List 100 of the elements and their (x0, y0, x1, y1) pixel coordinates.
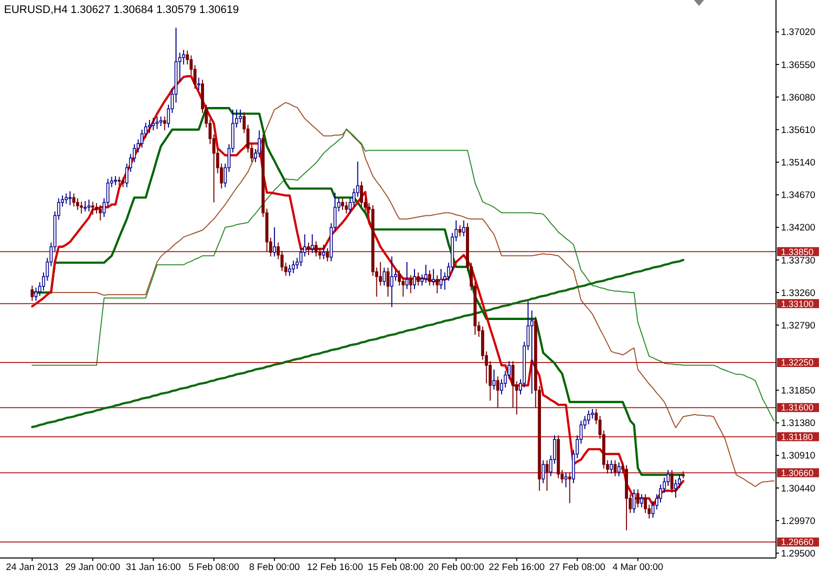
line-series (32, 128, 775, 422)
ref-line-label: 1.30660 (781, 468, 814, 478)
candlestick (344, 201, 348, 214)
candlestick (163, 116, 166, 131)
candlestick (542, 460, 545, 484)
candlestick (98, 204, 102, 221)
candlestick (412, 268, 416, 290)
candlestick (288, 264, 292, 276)
candlestick (378, 262, 382, 286)
candlestick (382, 267, 386, 286)
candlestick (326, 248, 329, 262)
y-tick-label: 1.31850 (781, 386, 816, 397)
candlestick (428, 270, 432, 286)
candlestick (306, 242, 310, 256)
candlestick (640, 494, 644, 508)
candlestick (530, 310, 534, 394)
candlestick (617, 462, 620, 477)
candlestick (458, 224, 462, 237)
x-tick-label: 27 Feb 08:00 (549, 562, 606, 573)
x-tick-label: 31 Jan 16:00 (126, 562, 181, 573)
candlestick (80, 201, 83, 214)
candlestick (636, 488, 640, 508)
candlestick (118, 176, 121, 186)
candlestick (322, 244, 326, 260)
candlestick (114, 176, 117, 186)
x-tick-label: 8 Feb 00:00 (249, 562, 300, 573)
y-tick-label: 1.35610 (781, 124, 816, 136)
candlestick (310, 234, 314, 254)
candlestick (148, 119, 152, 134)
chart-title: EURUSD,H4 1.30627 1.30684 1.30579 1.30619 (4, 4, 239, 16)
candlestick (121, 176, 125, 188)
candlestick (87, 199, 90, 212)
ref-line-label: 1.32250 (781, 358, 814, 368)
candlestick (674, 479, 678, 498)
candlestick (72, 192, 76, 208)
candlestick (424, 264, 428, 284)
candlestick (68, 190, 72, 206)
y-tick-label: 1.30440 (781, 483, 816, 494)
candlestick (280, 250, 284, 272)
candlestick (670, 469, 674, 494)
candlestick (30, 285, 34, 302)
candlestick (76, 198, 80, 211)
y-tick-label: 1.35140 (781, 158, 816, 169)
candlestick (568, 472, 572, 504)
candlestick (462, 220, 466, 237)
candlestick (84, 200, 87, 212)
y-tick-label: 1.34670 (781, 190, 816, 202)
ref-line-label: 1.31600 (781, 402, 814, 413)
y-tick-label: 1.32790 (781, 320, 816, 332)
x-tick-label: 12 Feb 16:00 (307, 562, 364, 573)
candlestick (436, 274, 439, 294)
x-tick-label: 4 Mar 00:00 (612, 562, 664, 573)
x-tick-label: 20 Feb 00:00 (428, 562, 484, 573)
y-tick-label: 1.34200 (781, 222, 816, 234)
candlestick (614, 460, 617, 477)
ref-line-label: 1.31180 (781, 432, 813, 442)
ref-line-label: 1.29660 (781, 537, 814, 548)
candlestick (564, 472, 568, 488)
candlestick (651, 500, 655, 518)
y-tick-label: 1.29970 (781, 516, 816, 527)
candlestick (292, 260, 295, 274)
candlestick (587, 410, 590, 425)
candlestick (341, 198, 344, 211)
candlestick (390, 256, 394, 308)
candlestick (678, 474, 682, 488)
y-tick-label: 1.36080 (781, 92, 816, 104)
candlestick (94, 202, 98, 214)
x-tick-label: 29 Jan 00:00 (65, 562, 120, 573)
candlestick (314, 240, 318, 257)
y-tick-label: 1.33260 (781, 288, 816, 299)
candlestick (386, 267, 390, 298)
candlestick (496, 376, 500, 408)
candlestick (590, 408, 594, 420)
candlestick (64, 192, 68, 204)
candlestick (420, 274, 424, 286)
candlestick (610, 460, 613, 474)
x-tick-label: 15 Feb 08:00 (368, 562, 424, 573)
y-tick-label: 1.36550 (781, 60, 816, 71)
y-tick-label: 1.31380 (781, 418, 816, 430)
candlestick (492, 368, 496, 390)
candlestick (409, 274, 412, 294)
ref-line-label: 1.33850 (781, 246, 814, 257)
x-tick-label: 5 Feb 08:00 (188, 562, 240, 573)
candlestick (156, 116, 159, 130)
x-tick-label: 22 Feb 16:00 (488, 562, 545, 573)
candlestick (318, 248, 322, 260)
candlestick (632, 488, 636, 514)
candlestick (432, 268, 435, 286)
candlestick (416, 272, 420, 286)
y-tick-label: 1.29500 (781, 548, 816, 560)
candlestick (272, 226, 276, 257)
y-tick-label: 1.33730 (781, 255, 816, 266)
candlestick (439, 268, 443, 290)
candlestick (360, 181, 364, 208)
candlestick (91, 201, 94, 216)
y-tick-label: 1.37020 (781, 27, 816, 38)
candlestick (197, 77, 200, 91)
y-tick-label: 1.30910 (781, 450, 816, 462)
candlestick (545, 460, 549, 492)
candlestick (405, 262, 408, 290)
